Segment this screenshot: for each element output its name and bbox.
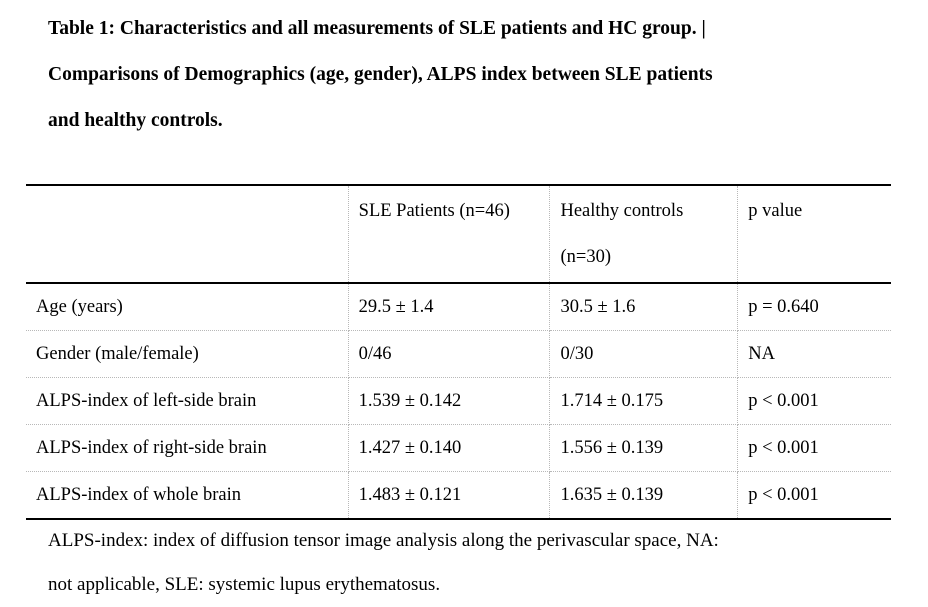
table-row: ALPS-index of left-side brain 1.539 ± 0.… [26,377,891,425]
row-label: ALPS-index of whole brain [26,471,349,520]
header-sle-patients: SLE Patients (n=46) [347,184,551,284]
header-hc-line1: Healthy controls [560,201,684,221]
p-value: p < 0.001 [737,471,891,520]
sle-value: 29.5 ± 1.4 [347,283,551,331]
header-healthy-controls: Healthy controls (n=30) [549,184,739,284]
sle-value: 0/46 [347,330,551,378]
footnote-line: not applicable, SLE: systemic lupus eryt… [48,574,441,595]
p-value: NA [737,330,891,378]
header-empty-cell [26,184,349,284]
caption-line: Table 1: Characteristics and all measure… [48,18,706,39]
p-value: p < 0.001 [737,424,891,472]
hc-value: 1.714 ± 0.175 [549,377,739,425]
hc-value: 1.635 ± 0.139 [549,471,739,520]
table-row: Age (years) 29.5 ± 1.4 30.5 ± 1.6 p = 0.… [26,283,891,331]
header-p-value: p value [737,184,891,284]
p-value: p < 0.001 [737,377,891,425]
table-caption: Table 1: Characteristics and all measure… [48,6,898,144]
sle-value: 1.427 ± 0.140 [347,424,551,472]
hc-value: 0/30 [549,330,739,378]
table-header-row: SLE Patients (n=46) Healthy controls (n=… [26,184,891,284]
table-row: ALPS-index of right-side brain 1.427 ± 0… [26,424,891,472]
header-hc-line2: (n=30) [560,247,611,267]
row-label: ALPS-index of right-side brain [26,424,349,472]
row-label: Age (years) [26,283,349,331]
table-row: Gender (male/female) 0/46 0/30 NA [26,330,891,378]
caption-line: and healthy controls. [48,110,223,131]
table-row: ALPS-index of whole brain 1.483 ± 0.121 … [26,471,891,520]
table-footnote: ALPS-index: index of diffusion tensor im… [48,519,898,607]
sle-value: 1.483 ± 0.121 [347,471,551,520]
p-value: p = 0.640 [737,283,891,331]
hc-value: 1.556 ± 0.139 [549,424,739,472]
hc-value: 30.5 ± 1.6 [549,283,739,331]
row-label: Gender (male/female) [26,330,349,378]
comparison-table: SLE Patients (n=46) Healthy controls (n=… [26,184,891,520]
caption-line: Comparisons of Demographics (age, gender… [48,64,713,85]
row-label: ALPS-index of left-side brain [26,377,349,425]
sle-value: 1.539 ± 0.142 [347,377,551,425]
footnote-line: ALPS-index: index of diffusion tensor im… [48,530,719,551]
